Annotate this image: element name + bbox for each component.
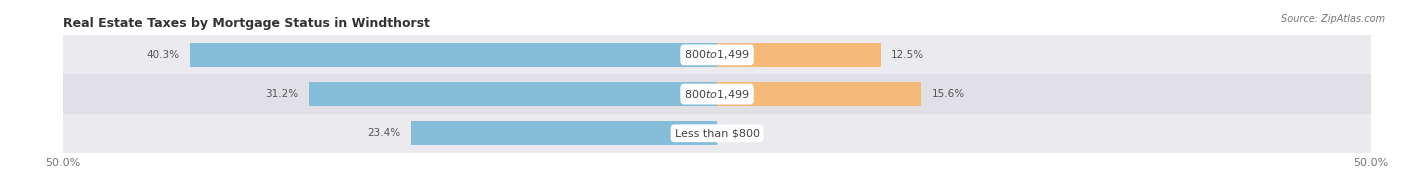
Text: Real Estate Taxes by Mortgage Status in Windthorst: Real Estate Taxes by Mortgage Status in … bbox=[63, 17, 430, 30]
Text: $800 to $1,499: $800 to $1,499 bbox=[685, 88, 749, 101]
Text: 0.0%: 0.0% bbox=[727, 128, 754, 138]
Bar bbox=[190, 43, 717, 67]
Text: 31.2%: 31.2% bbox=[266, 89, 298, 99]
Bar bbox=[63, 74, 1371, 114]
Bar bbox=[63, 35, 1371, 74]
Text: 15.6%: 15.6% bbox=[932, 89, 965, 99]
Text: 23.4%: 23.4% bbox=[367, 128, 401, 138]
Text: 12.5%: 12.5% bbox=[891, 50, 924, 60]
Bar bbox=[717, 43, 880, 67]
Bar bbox=[63, 114, 1371, 153]
Bar bbox=[309, 82, 717, 106]
Text: Source: ZipAtlas.com: Source: ZipAtlas.com bbox=[1281, 14, 1385, 24]
Text: Less than $800: Less than $800 bbox=[675, 128, 759, 138]
Bar bbox=[411, 121, 717, 145]
Text: 40.3%: 40.3% bbox=[146, 50, 180, 60]
Text: $800 to $1,499: $800 to $1,499 bbox=[685, 48, 749, 61]
Bar bbox=[717, 82, 921, 106]
